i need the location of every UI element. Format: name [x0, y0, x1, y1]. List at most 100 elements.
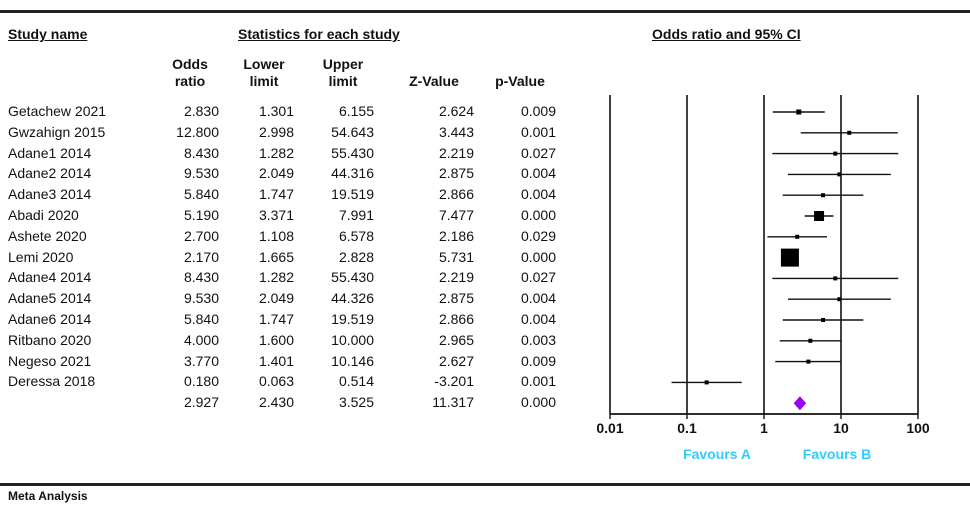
upper-limit-value: 0.514 [338, 373, 374, 390]
point-estimate-marker [806, 359, 811, 364]
header-study-name: Study name [8, 26, 88, 42]
x-tick-label: 0.1 [677, 420, 697, 436]
upper-limit-value: 54.643 [331, 123, 374, 140]
lower-limit-value: 1.282 [258, 269, 294, 286]
p-value: 0.000 [520, 248, 556, 265]
study-row: Deressa 2018 0.180 0.063 0.514 -3.201 0.001 [0, 371, 580, 392]
lower-limit-value: 2.049 [258, 290, 294, 307]
point-estimate-marker [796, 109, 802, 115]
odds-ratio-value: 2.927 [183, 394, 219, 411]
study-name: Negeso 2021 [8, 352, 92, 369]
p-value: 0.027 [520, 144, 556, 161]
p-value: 0.009 [520, 352, 556, 369]
upper-limit-value: 2.828 [338, 248, 374, 265]
p-value: 0.004 [520, 311, 556, 327]
col-header-odds-ratio: Odds ratio [172, 56, 208, 89]
study-name: Ashete 2020 [8, 227, 87, 244]
lower-limit-value: 3.371 [258, 207, 294, 223]
p-value: 0.004 [520, 165, 556, 182]
lower-limit-value: 1.401 [258, 352, 294, 369]
footer-label: Meta Analysis [8, 489, 88, 503]
header-statistics: Statistics for each study [238, 26, 400, 42]
col-header-upper-limit: Upper limit [322, 56, 364, 89]
odds-ratio-value: 2.170 [183, 248, 219, 265]
lower-limit-value: 2.430 [258, 394, 294, 411]
point-estimate-marker [837, 172, 842, 177]
odds-ratio-value: 2.700 [183, 227, 219, 244]
x-tick-label: 100 [906, 420, 930, 436]
p-value: 0.004 [520, 186, 556, 203]
upper-limit-value: 10.000 [331, 331, 374, 348]
point-estimate-marker [821, 193, 826, 198]
point-estimate-marker [780, 248, 799, 267]
point-estimate-marker [833, 151, 838, 156]
favours-b-label: Favours B [803, 446, 871, 462]
upper-limit-value: 44.316 [331, 165, 374, 182]
study-row: Gwzahign 2015 12.800 2.998 54.643 3.443 0.001 [0, 122, 580, 143]
lower-limit-value: 1.747 [258, 311, 294, 327]
z-value: 5.731 [438, 248, 474, 265]
z-value: 2.866 [438, 186, 474, 203]
col-header-lower-limit: Lower limit [243, 56, 285, 89]
x-tick-label: 10 [833, 420, 849, 436]
point-estimate-marker [821, 318, 826, 322]
odds-ratio-value: 8.430 [183, 269, 219, 286]
p-value: 0.029 [520, 227, 556, 244]
z-value: 2.627 [438, 352, 474, 369]
odds-ratio-value: 9.530 [183, 165, 219, 182]
col-header-p-value: p-Value [495, 73, 545, 89]
upper-limit-value: 6.578 [338, 227, 374, 244]
point-estimate-marker [814, 211, 825, 221]
upper-limit-value: 6.155 [338, 103, 374, 119]
odds-ratio-value: 12.800 [176, 123, 219, 140]
z-value: 2.875 [438, 290, 474, 307]
study-row: Negeso 2021 3.770 1.401 10.146 2.627 0.009 [0, 351, 580, 372]
p-value: 0.003 [520, 331, 556, 348]
study-name: Lemi 2020 [8, 248, 74, 265]
upper-limit-value: 3.525 [338, 394, 374, 411]
point-estimate-marker [847, 130, 852, 135]
study-name: Ritbano 2020 [8, 331, 92, 348]
point-estimate-marker [795, 234, 800, 239]
study-row: Adane3 2014 5.840 1.747 19.519 2.866 0.004 [0, 184, 580, 205]
odds-ratio-value: 8.430 [183, 144, 219, 161]
study-row: Adane1 2014 8.430 1.282 55.430 2.219 0.027 [0, 143, 580, 164]
bottom-rule [0, 483, 970, 486]
p-value: 0.001 [520, 373, 556, 390]
lower-limit-value: 1.108 [258, 227, 294, 244]
favours-a-label: Favours A [683, 446, 751, 462]
z-value: 3.443 [438, 123, 474, 140]
study-name: Adane5 2014 [8, 290, 92, 307]
study-row: Getachew 2021 2.830 1.301 6.155 2.624 0.009 [0, 101, 580, 122]
z-value: 2.866 [438, 311, 474, 327]
point-estimate-marker [837, 297, 842, 302]
study-row: Adane5 2014 9.530 2.049 44.326 2.875 0.004 [0, 288, 580, 309]
z-value: 2.219 [438, 269, 474, 286]
upper-limit-value: 44.326 [331, 290, 374, 307]
upper-limit-value: 19.519 [331, 186, 374, 203]
z-value: 2.875 [438, 165, 474, 182]
col-header-z-value: Z-Value [409, 73, 459, 89]
lower-limit-value: 0.063 [258, 373, 294, 390]
z-value: 7.477 [438, 207, 474, 223]
odds-ratio-value: 2.830 [183, 103, 219, 119]
p-value: 0.004 [520, 290, 556, 307]
z-value: 2.965 [438, 331, 474, 348]
study-name: Adane3 2014 [8, 186, 92, 203]
study-row: Ashete 2020 2.700 1.108 6.578 2.186 0.029 [0, 226, 580, 247]
p-value: 0.027 [520, 269, 556, 286]
upper-limit-value: 55.430 [331, 144, 374, 161]
p-value: 0.009 [520, 103, 556, 119]
study-name: Adane2 2014 [8, 165, 92, 182]
x-tick-label: 0.01 [596, 420, 623, 436]
study-name: Adane6 2014 [8, 311, 92, 327]
p-value: 0.000 [520, 207, 556, 223]
study-row: Ritbano 2020 4.000 1.600 10.000 2.965 0.003 [0, 330, 580, 351]
upper-limit-value: 7.991 [338, 207, 374, 223]
lower-limit-value: 1.282 [258, 144, 294, 161]
lower-limit-value: 1.747 [258, 186, 294, 203]
z-value: 2.219 [438, 144, 474, 161]
study-row: Abadi 2020 5.190 3.371 7.991 7.477 0.000 [0, 205, 580, 226]
summary-diamond [793, 396, 807, 411]
